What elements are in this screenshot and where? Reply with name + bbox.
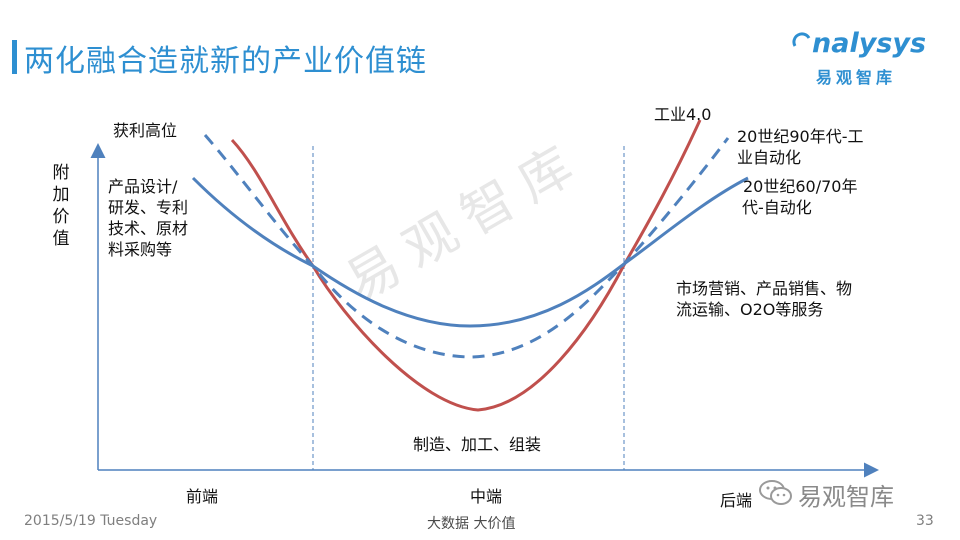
curve-industry-4-0 xyxy=(230,119,702,412)
footer-center-text: 大数据 大价值 xyxy=(427,516,516,532)
front-desc-line-2: 研发、专利 xyxy=(108,198,189,217)
label-front-end-activities: 产品设计/ 研发、专利 技术、原材 料采购等 xyxy=(108,176,188,260)
era6070-line-2: 代-自动化 xyxy=(742,198,812,217)
era90-line-1: 20世纪90年代-工 xyxy=(737,127,864,146)
wechat-badge: 易观智库 xyxy=(756,474,946,511)
label-industry-4-0: 工业4.0 xyxy=(654,105,712,124)
front-desc-line-4: 料采购等 xyxy=(108,240,173,259)
brand-logo: nalysys 易观智库 xyxy=(790,24,940,87)
x-label-middle: 中端 xyxy=(470,487,503,506)
brand-name-en: nalysys xyxy=(812,28,927,59)
label-back-end-services: 市场营销、产品销售、物 流运输、O2O等服务 xyxy=(676,278,852,320)
curve-1960s-70s-automation xyxy=(191,176,749,328)
wechat-label: 易观智库 xyxy=(798,483,894,511)
era6070-line-1: 20世纪60/70年 xyxy=(743,177,858,196)
front-desc-line-1: 产品设计/ xyxy=(108,177,178,196)
front-desc-line-3: 技术、原材 xyxy=(108,219,189,238)
label-manufacturing: 制造、加工、组装 xyxy=(413,435,542,454)
brand-arc-icon xyxy=(792,32,811,47)
curve-1990s-automation xyxy=(203,134,730,359)
services-line-2: 流运输、O2O等服务 xyxy=(676,300,824,319)
label-1990s-automation: 20世纪90年代-工 业自动化 xyxy=(737,126,864,168)
y-axis-label: 附加价值 xyxy=(52,163,70,249)
page-title: 两化融合造就新的产业价值链 xyxy=(24,44,427,79)
label-1960s-70s-automation: 20世纪60/70年 代-自动化 xyxy=(742,176,858,218)
era90-line-2: 业自动化 xyxy=(737,148,802,167)
footer-date: 2015/5/19 Tuesday xyxy=(24,513,158,529)
x-label-back-end: 后端 xyxy=(720,491,753,510)
brand-name-cn: 易观智库 xyxy=(816,68,897,87)
wechat-icon xyxy=(759,480,792,505)
page-number: 33 xyxy=(916,513,934,529)
label-profit-high: 获利高位 xyxy=(113,121,178,140)
title-accent-bar xyxy=(12,40,17,74)
x-label-front-end: 前端 xyxy=(186,487,219,506)
services-line-1: 市场营销、产品销售、物 xyxy=(676,279,853,298)
